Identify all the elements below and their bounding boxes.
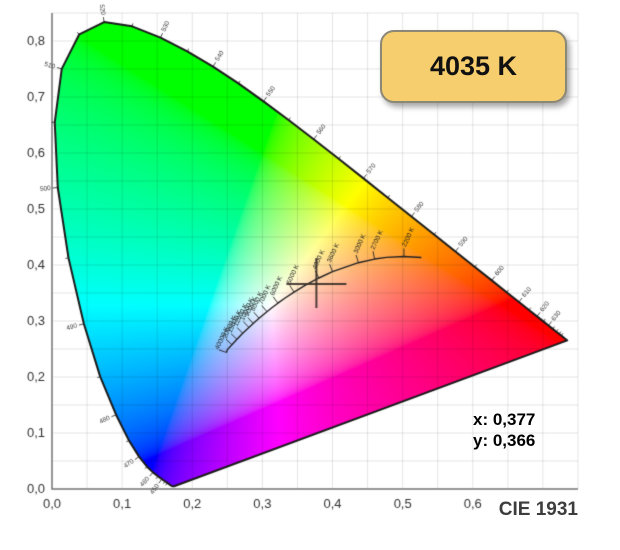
cct-badge: 4035 K [380,30,567,103]
xy-readout: x: 0,377 y: 0,366 [473,409,535,451]
cct-value: 4035 K [429,51,518,81]
x-coordinate-value: x: 0,377 [473,410,536,429]
y-coordinate-value: y: 0,366 [473,431,536,450]
diagram-title: CIE 1931 [498,499,578,520]
